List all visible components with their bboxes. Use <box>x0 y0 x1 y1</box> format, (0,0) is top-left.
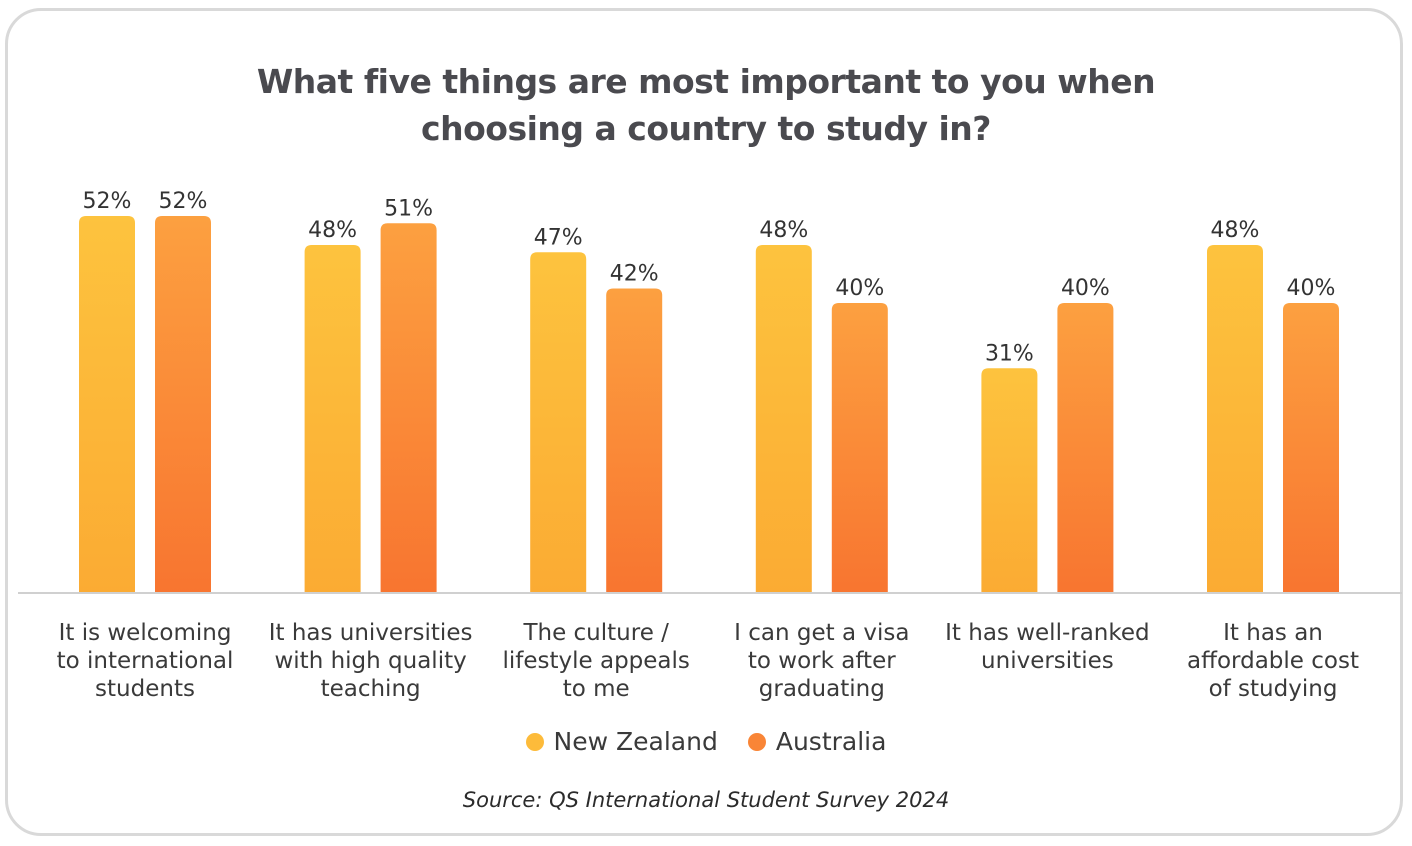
legend-item-new-zealand: New Zealand <box>525 727 718 756</box>
bar-australia-4 <box>1057 303 1114 593</box>
data-label-australia-3: 40% <box>835 276 884 301</box>
chart-title-line-2: choosing a country to study in? <box>421 109 991 148</box>
legend-label-australia: Australia <box>775 727 887 756</box>
chart-title: What five things are most important to y… <box>0 58 1412 152</box>
category-label-5: It has an affordable cost of studying <box>1187 620 1359 702</box>
bar-australia-2 <box>606 288 663 593</box>
chart-card <box>5 8 1403 836</box>
legend-swatch-australia <box>747 732 766 751</box>
bar-australia-1 <box>380 223 437 593</box>
bar-australia-3 <box>831 303 888 593</box>
source-note: Source: QS International Student Survey … <box>462 788 950 812</box>
bar-new-zealand-1 <box>304 245 361 593</box>
data-label-new-zealand-4: 31% <box>985 341 1034 366</box>
data-label-new-zealand-3: 48% <box>759 218 808 243</box>
data-label-australia-1: 51% <box>384 196 433 221</box>
bar-australia-0 <box>155 216 211 593</box>
bar-new-zealand-2 <box>530 252 587 593</box>
category-label-4: It has well-ranked universities <box>945 620 1150 674</box>
legend-item-australia: Australia <box>747 727 887 756</box>
category-label-2: The culture / lifestyle appeals to me <box>502 620 689 702</box>
data-label-australia-2: 42% <box>610 262 659 287</box>
bar-new-zealand-0 <box>79 216 135 593</box>
bar-australia-5 <box>1283 303 1339 593</box>
bar-new-zealand-3 <box>755 245 812 593</box>
chart-title-line-1: What five things are most important to y… <box>256 62 1156 101</box>
data-label-new-zealand-5: 48% <box>1211 218 1260 243</box>
legend-label-new-zealand: New Zealand <box>553 727 718 756</box>
bar-new-zealand-5 <box>1207 245 1263 593</box>
data-label-australia-5: 40% <box>1287 276 1336 301</box>
category-label-0: It is welcoming to international students <box>57 620 234 702</box>
category-label-3: I can get a visa to work after graduating <box>734 620 909 702</box>
data-label-australia-4: 40% <box>1061 276 1110 301</box>
bar-new-zealand-4 <box>981 368 1038 593</box>
legend: New Zealand Australia <box>0 727 1412 756</box>
data-label-new-zealand-1: 48% <box>308 218 357 243</box>
data-label-australia-0: 52% <box>159 189 208 214</box>
data-label-new-zealand-0: 52% <box>83 189 132 214</box>
data-label-new-zealand-2: 47% <box>534 225 583 250</box>
legend-swatch-new-zealand <box>525 732 544 751</box>
category-label-1: It has universities with high quality teac… <box>269 620 473 702</box>
